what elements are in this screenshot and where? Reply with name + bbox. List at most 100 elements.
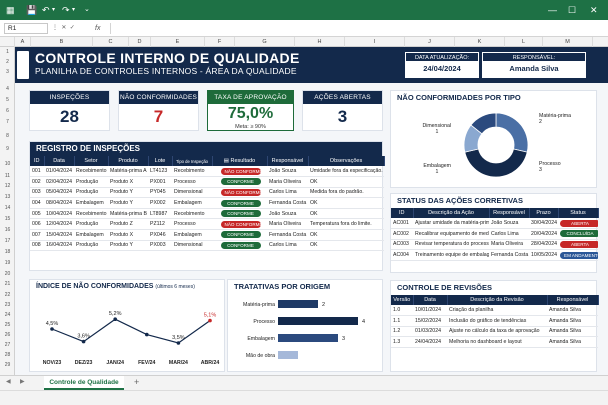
data-point[interactable] [50,327,54,331]
table-cell[interactable]: OK [308,177,384,188]
formula-input[interactable] [110,23,602,34]
table-cell[interactable]: 01/04/2024 [44,166,74,177]
table-cell[interactable]: Recebimento [74,166,108,177]
table-cell[interactable]: Inclusão do gráfico de tendências [447,316,547,327]
table-cell[interactable]: Matéria-prima B [108,208,148,219]
table-cell[interactable]: Medida fora do padrão. [308,187,384,198]
table-cell[interactable]: OK [308,230,384,241]
table-cell[interactable]: Fernanda Costa [489,250,529,261]
table-cell[interactable]: Produção [74,240,108,251]
table-cell[interactable]: OK [308,240,384,251]
undo-dropdown-icon[interactable]: ▾ [52,4,55,16]
table-cell[interactable]: Maria Oliveira [489,239,529,250]
table-cell[interactable]: Recalibrar equipamento de medição [413,229,489,240]
table-cell[interactable]: João Souza [267,208,308,219]
row-header[interactable]: 23 [0,302,15,308]
sheet-tab-controle[interactable]: Controle de Qualidade [44,376,124,390]
close-icon[interactable]: ✕ [590,4,598,16]
table-cell[interactable]: OK [308,208,384,219]
table-cell[interactable]: Produto X [108,230,148,241]
row-header[interactable]: 2 [0,59,15,65]
table-cell[interactable]: Amanda Silva [547,337,598,348]
row-header[interactable]: 13 [0,194,15,200]
col-header[interactable]: Responsável [547,295,598,305]
table-cell[interactable]: Embalagem [172,198,212,209]
row-header[interactable]: 5 [0,97,15,103]
bar[interactable] [278,334,338,342]
table-cell[interactable]: PX003 [148,240,172,251]
table-cell[interactable]: Maria Oliveira [267,219,308,230]
status-cell[interactable]: CONFORME [212,177,267,188]
table-cell[interactable]: PY045 [148,187,172,198]
row-header[interactable]: 12 [0,183,15,189]
table-cell[interactable]: Embalagem [172,230,212,241]
table-cell[interactable]: 003 [30,187,44,198]
table-cell[interactable]: 16/04/2024 [44,240,74,251]
col-header[interactable]: Versão [391,295,413,305]
table-cell[interactable]: Fernanda Costa [267,230,308,241]
row-header[interactable]: 16 [0,227,15,233]
table-row[interactable]: AC003 Revisar temperatura do processo Mari… [391,239,598,250]
table-cell[interactable]: 001 [30,166,44,177]
row-header[interactable]: 27 [0,342,15,348]
table-cell[interactable]: Produto Z [108,219,148,230]
data-point[interactable] [113,317,117,321]
column-header[interactable]: F [205,37,235,47]
responsible-cell[interactable]: RESPONSÁVEL: Amanda Silva [482,52,586,78]
table-cell[interactable]: 10/01/2024 [413,305,447,316]
row-header[interactable]: 4 [0,86,15,92]
status-cell[interactable]: NÃO CONFORME [212,219,267,230]
table-cell[interactable]: 30/04/2024 [529,218,558,229]
maximize-icon[interactable]: ☐ [568,4,576,16]
row-header[interactable]: 22 [0,292,15,298]
col-header[interactable]: Prazo [529,208,558,218]
status-cell[interactable]: CONFORME [212,240,267,251]
table-cell[interactable]: João Souza [267,166,308,177]
table-cell[interactable]: 24/04/2024 [413,337,447,348]
table-cell[interactable]: Produto Y [108,198,148,209]
row-header[interactable]: 3 [0,69,15,75]
row-header[interactable]: 25 [0,322,15,328]
column-header[interactable]: D [129,37,151,47]
row-header[interactable]: 7 [0,119,15,125]
column-header[interactable]: M [543,37,593,47]
bar[interactable] [278,317,358,325]
table-cell[interactable]: 002 [30,177,44,188]
table-cell[interactable]: 15/04/2024 [44,230,74,241]
table-cell[interactable]: Ajustar umidade da matéria-prima A [413,218,489,229]
data-point[interactable] [82,340,86,344]
row-header[interactable]: 24 [0,312,15,318]
table-cell[interactable]: Produto Y [108,187,148,198]
col-header[interactable]: Descrição da Ação [413,208,489,218]
col-header[interactable]: Observações [308,156,384,166]
table-cell[interactable]: Recebimento [74,208,108,219]
undo-icon[interactable]: ↶ [42,4,50,16]
customize-toolbar-icon[interactable]: ⌄ [84,4,90,16]
table-cell[interactable]: 1.2 [391,326,413,337]
column-header[interactable]: H [295,37,345,47]
table-cell[interactable]: Ajuste no cálculo da taxa de aprovação [447,326,547,337]
status-cell[interactable]: NÃO CONFORME [212,166,267,177]
donut-slice[interactable] [465,149,527,177]
status-cell[interactable]: CONFORME [212,198,267,209]
row-header[interactable]: 10 [0,161,15,167]
add-sheet-button[interactable]: + [134,377,139,387]
status-cell[interactable]: CONCLUÍDA [558,229,598,240]
table-cell[interactable]: AC003 [391,239,413,250]
table-cell[interactable]: LT4123 [148,166,172,177]
table-cell[interactable]: Embalagem [74,230,108,241]
table-cell[interactable]: Carlos Lima [489,229,529,240]
table-cell[interactable]: Amanda Silva [547,326,598,337]
row-header[interactable]: 28 [0,352,15,358]
table-cell[interactable]: 10/05/2024 [529,250,558,261]
row-header[interactable]: 26 [0,332,15,338]
table-cell[interactable]: LT8987 [148,208,172,219]
status-cell[interactable]: EM ANDAMENTO [558,250,598,261]
redo-dropdown-icon[interactable]: ▾ [72,4,75,16]
table-cell[interactable]: 01/03/2024 [413,326,447,337]
table-cell[interactable]: 008 [30,240,44,251]
table-cell[interactable]: 05/04/2024 [44,187,74,198]
column-header[interactable]: A [15,37,31,47]
table-row[interactable]: 1.0 10/01/2024 Criação da planilha Amanda S… [391,305,598,316]
